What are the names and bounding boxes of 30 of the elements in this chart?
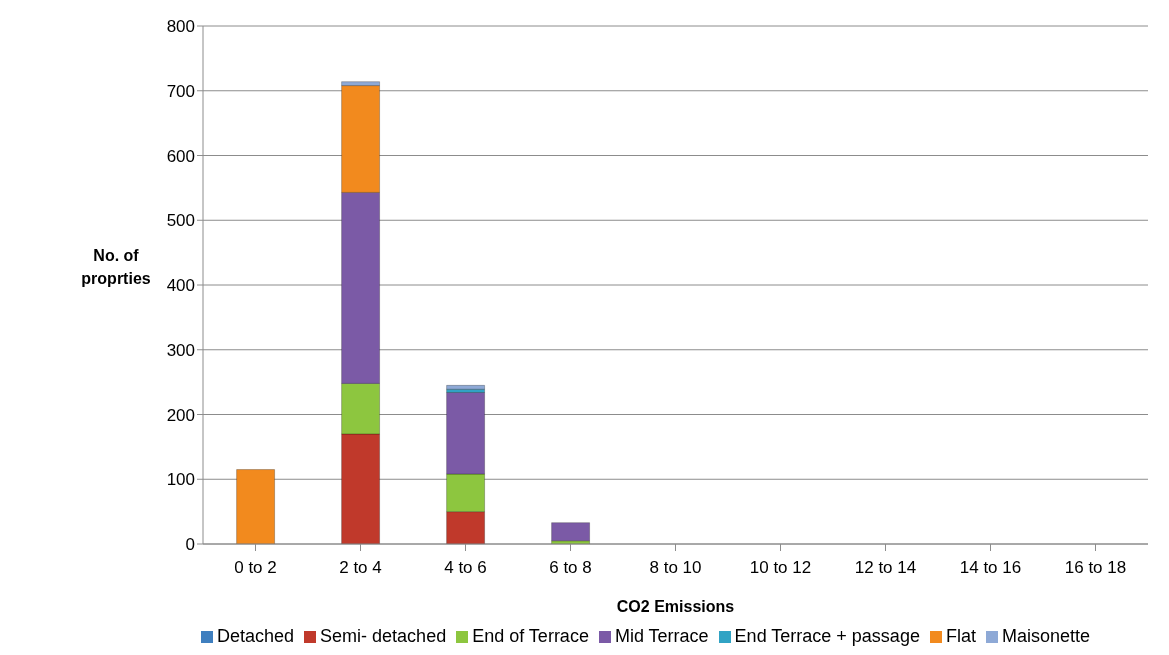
legend-label: Semi- detached — [320, 626, 447, 646]
x-tick-label: 4 to 6 — [444, 558, 487, 578]
y-tick-label: 300 — [166, 340, 195, 360]
y-tick-label: 800 — [166, 17, 195, 37]
x-tick-label: 8 to 10 — [649, 558, 702, 578]
y-axis-title: No. of proprties — [80, 246, 152, 289]
x-tick-label: 6 to 8 — [549, 558, 592, 578]
legend-label: End Terrace + passage — [734, 626, 920, 646]
legend-label: End of Terrace — [472, 626, 589, 646]
x-tick-label: 16 to 18 — [1064, 558, 1127, 578]
y-tick-label: 100 — [166, 470, 195, 490]
legend-label: Detached — [217, 626, 295, 646]
y-tick-label: 400 — [166, 276, 195, 296]
legend-label: Flat — [945, 626, 976, 646]
bar — [236, 469, 276, 544]
bar — [446, 384, 486, 390]
x-tick-label: 0 to 2 — [234, 558, 277, 578]
bar — [551, 522, 591, 542]
y-tick-label: 500 — [166, 211, 195, 231]
y-tick-label: 0 — [185, 535, 195, 555]
x-tick-label: 14 to 16 — [959, 558, 1022, 578]
legend-label: Maisonette — [1001, 626, 1090, 646]
x-tick-label: 2 to 4 — [339, 558, 382, 578]
y-tick-label: 700 — [166, 81, 195, 101]
y-tick-label: 200 — [166, 405, 195, 425]
x-axis-title: CO2 Emissions — [616, 598, 735, 615]
legend-label: Mid Terrace — [614, 626, 709, 646]
y-tick-label: 600 — [166, 146, 195, 166]
x-tick-label: 10 to 12 — [749, 558, 812, 578]
x-tick-label: 12 to 14 — [854, 558, 917, 578]
